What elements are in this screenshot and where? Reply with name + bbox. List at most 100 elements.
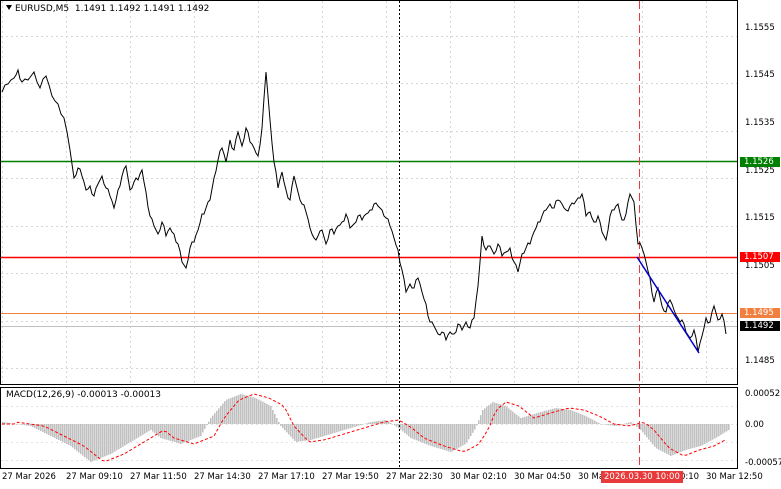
macd-bar [282, 424, 284, 429]
macd-bar [676, 424, 678, 454]
macd-bar [388, 421, 390, 424]
macd-bar [678, 424, 680, 453]
macd-bar [68, 424, 70, 445]
macd-bar [582, 414, 584, 424]
macd-bar [46, 424, 48, 434]
macd-bar [548, 409, 550, 424]
price-tick: 1.1545 [745, 70, 775, 80]
macd-bar [226, 399, 228, 424]
macd-bar [536, 413, 538, 424]
macd-bar [202, 424, 204, 433]
macd-bar [398, 424, 400, 428]
macd-bar [54, 424, 56, 438]
macd-bar [108, 424, 110, 455]
macd-bar [448, 424, 450, 452]
macd-bar [658, 424, 660, 450]
macd-bar [348, 424, 350, 429]
macd-bar [318, 424, 320, 438]
macd-bar [490, 403, 492, 424]
macd-bar [178, 424, 180, 444]
macd-bar [148, 424, 150, 432]
macd-bar [200, 424, 202, 436]
macd-bar [532, 414, 534, 424]
macd-bar [234, 396, 236, 424]
macd-bar [342, 424, 344, 431]
macd-bar [374, 421, 376, 424]
macd-bar [338, 424, 340, 432]
macd-bar [336, 424, 338, 433]
macd-bar [22, 424, 24, 425]
macd-bar [358, 424, 360, 426]
macd-bar [296, 424, 298, 442]
macd-bar [498, 403, 500, 424]
price-tick: 1.1525 [745, 166, 775, 176]
macd-bar [214, 413, 216, 424]
macd-bar [368, 422, 370, 424]
macd-bar [236, 395, 238, 424]
macd-bar [478, 420, 480, 424]
macd-bar [496, 403, 498, 424]
macd-bar [304, 424, 306, 441]
macd-bar [34, 424, 36, 428]
macd-bar [62, 424, 64, 442]
macd-bar [494, 402, 496, 424]
macd-bar [328, 424, 330, 435]
macd-bar [590, 418, 592, 424]
macd-bar [128, 424, 130, 444]
macd-bar [636, 424, 638, 427]
macd-bar [36, 424, 38, 429]
macd-bar [244, 395, 246, 424]
macd-bar [686, 424, 688, 450]
triangle-down-icon[interactable] [6, 5, 12, 10]
macd-bar [58, 424, 60, 440]
macd-bar [246, 395, 248, 424]
macd-bar [534, 413, 536, 424]
macd-bar [680, 424, 682, 452]
macd-bar [670, 424, 672, 456]
macd-bar [130, 424, 132, 442]
macd-bar [466, 424, 468, 443]
macd-bar [550, 409, 552, 424]
macd-bar [254, 397, 256, 424]
macd-bar [20, 424, 22, 425]
macd-bar [566, 409, 568, 424]
macd-bar [666, 424, 668, 454]
macd-bar [266, 403, 268, 424]
macd-bar [486, 406, 488, 424]
macd-bar [646, 424, 648, 438]
macd-bar [522, 417, 524, 424]
macd-bar [692, 424, 694, 449]
macd-bar [96, 424, 98, 460]
macd-bar [456, 424, 458, 449]
trend-line[interactable] [636, 256, 700, 354]
macd-bar [250, 396, 252, 424]
macd-bar [404, 424, 406, 433]
macd-bar [326, 424, 328, 436]
macd-bar [138, 424, 140, 438]
grid [1, 1, 737, 461]
macd-bar [280, 424, 282, 426]
macd-bar [144, 424, 146, 434]
time-marker-tag: 2026.03.30 10:00 [601, 471, 683, 483]
macd-bar [504, 405, 506, 424]
macd-bar [206, 424, 208, 426]
macd-bar [350, 424, 352, 428]
macd-bar [160, 424, 162, 438]
macd-bar [230, 398, 232, 424]
macd-bar [672, 424, 674, 456]
macd-histogram [2, 394, 730, 462]
macd-bar [242, 394, 244, 424]
macd-bar [546, 410, 548, 424]
macd-bar [2, 422, 4, 424]
macd-bar [264, 402, 266, 424]
macd-bar [418, 424, 420, 442]
macd-bar [564, 409, 566, 424]
macd-bar [184, 424, 186, 443]
macd-bar [66, 424, 68, 444]
macd-bar [122, 424, 124, 447]
macd-bar [30, 424, 32, 426]
macd-bar [502, 405, 504, 424]
macd-bar [346, 424, 348, 430]
macd-bar [386, 420, 388, 424]
